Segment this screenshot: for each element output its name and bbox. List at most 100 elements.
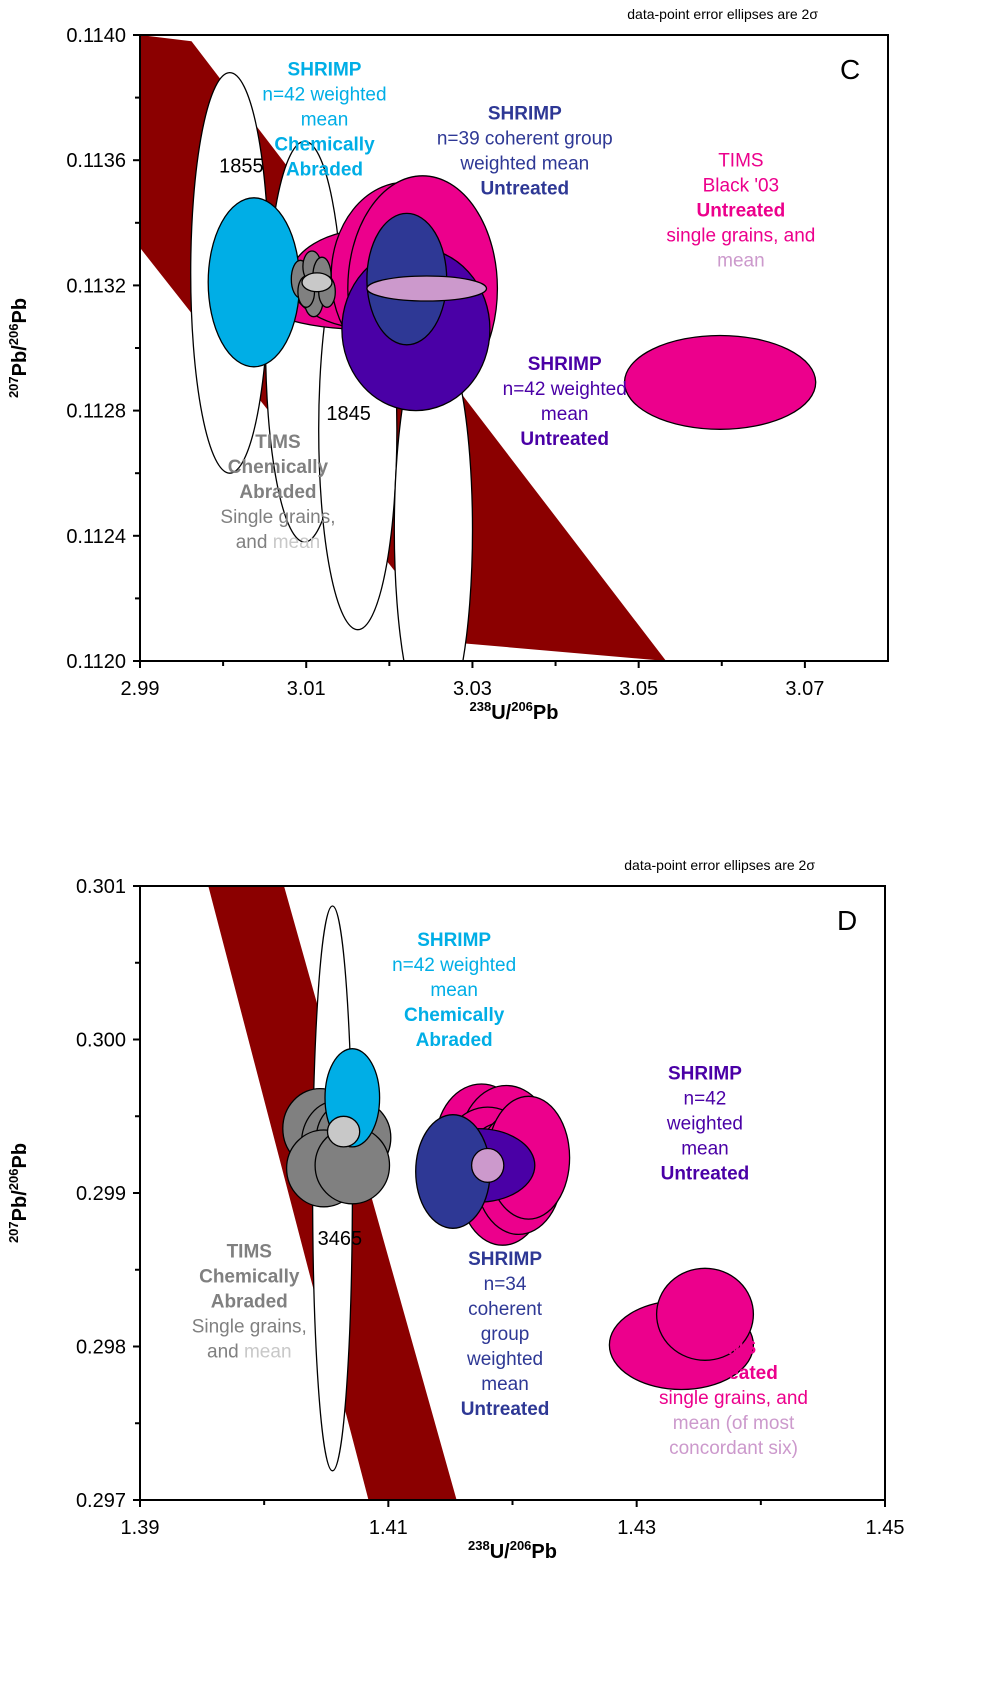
annotation-text: SHRIMP	[417, 930, 491, 951]
annotation-line: TIMS	[255, 432, 300, 453]
annotation-shrimp-ca: SHRIMP n=42 weighted mean Chemically Abraded	[392, 930, 516, 1051]
y-tick-label: 0.1128	[66, 401, 126, 423]
annotation-line: n=42	[684, 1088, 727, 1109]
x-tick-label: 1.39	[121, 1517, 160, 1539]
annotation-line: Untreated	[461, 1399, 550, 1420]
annotation-line: group	[481, 1324, 530, 1345]
x-tick-label: 3.01	[287, 678, 326, 700]
x-tick-label: 1.41	[369, 1517, 408, 1539]
annotation-line: Abraded	[211, 1291, 288, 1312]
annotation-text: TIMS	[711, 1338, 756, 1359]
annotation-tims-untreated: TIMS Untreated single grains, and mean (of …	[659, 1338, 808, 1459]
annotation-text: weighted mean	[459, 154, 589, 175]
tims-chemically-abraded-mean-ellipse	[326, 1115, 361, 1148]
annotation-text: Chemically	[228, 457, 329, 478]
annotation-text: mean	[717, 250, 765, 271]
annotation-text: single grains, and	[659, 1388, 808, 1409]
annotation-line: single grains, and	[666, 225, 815, 246]
annotation-text: SHRIMP	[668, 1063, 742, 1084]
annotation-line: weighted mean	[459, 154, 589, 175]
axis-title-superscript: 238	[470, 699, 492, 714]
annotation-shrimp-n42-u: SHRIMP n=42 weighted mean Untreated	[503, 354, 627, 450]
annotation-text: mean	[301, 110, 349, 131]
annotation-line: Single grains,	[192, 1316, 307, 1337]
annotation-line: Abraded	[286, 160, 363, 181]
annotation-text: and	[236, 532, 273, 553]
axis-title-superscript: 206	[511, 699, 533, 714]
annotation-line: Untreated	[520, 429, 609, 450]
axis-title-text: U/	[491, 702, 511, 724]
annotation-text: n=42 weighted	[503, 379, 627, 400]
x-tick-label: 2.99	[121, 678, 160, 700]
annotation-text: Single grains,	[192, 1316, 307, 1337]
annotation-text: SHRIMP	[488, 104, 562, 125]
y-tick-label: 0.299	[76, 1183, 126, 1205]
annotation-line: n=42 weighted	[262, 85, 386, 106]
x-tick-label: 3.05	[619, 678, 658, 700]
axis-title-text: Pb/	[9, 345, 31, 377]
annotation-text: and	[207, 1341, 244, 1362]
annotation-text: Black '03	[703, 175, 780, 196]
axis-title-text: Pb	[9, 298, 31, 324]
annotation-text: Untreated	[689, 1363, 778, 1384]
x-tick-label: 1.45	[866, 1517, 905, 1539]
axis-title-superscript: 238	[468, 1538, 490, 1553]
annotation-text: mean	[481, 1374, 529, 1395]
error-ellipse-note: data-point error ellipses are 2σ	[624, 857, 815, 873]
annotation-text: TIMS	[718, 150, 763, 171]
tims-untreated-ellipse	[623, 334, 817, 430]
annotation-line: weighted	[466, 1349, 543, 1370]
x-tick-label: 1.43	[617, 1517, 656, 1539]
annotation-shrimp-n42-u: SHRIMP n=42 weighted mean Untreated	[661, 1063, 750, 1184]
annotation-text: weighted	[466, 1349, 543, 1370]
annotation-text: mean	[244, 1341, 292, 1362]
panel-letter: C	[840, 54, 860, 85]
annotation-line: concordant six)	[669, 1438, 798, 1459]
annotation-line: SHRIMP	[288, 60, 362, 81]
annotation-text: mean	[273, 532, 321, 553]
annotation-text: Chemically	[274, 135, 375, 156]
annotation-text: n=34	[484, 1274, 527, 1295]
age-label: 1855	[219, 156, 264, 178]
annotation-text: n=42 weighted	[262, 85, 386, 106]
y-axis-title: 207Pb/206Pb	[6, 298, 31, 398]
y-tick-label: 0.298	[76, 1337, 126, 1359]
annotation-line: Abraded	[416, 1030, 493, 1051]
tims-untreated-ellipse	[655, 1267, 755, 1361]
annotation-line: n=42 weighted	[503, 379, 627, 400]
annotation-line: mean	[301, 110, 349, 131]
annotation-line: Untreated	[480, 179, 569, 200]
annotation-line: n=34	[484, 1274, 527, 1295]
annotation-line: Chemically	[404, 1005, 505, 1026]
annotation-text: Untreated	[461, 1399, 550, 1420]
annotation-shrimp-n39: SHRIMP n=39 coherent group weighted mean Un…	[437, 104, 613, 200]
panel-c: 1855 1845 0.1120 0.1124 0.1128 0.1132 0.1136 0.…	[6, 6, 889, 724]
annotation-text: TIMS	[255, 432, 300, 453]
y-tick-label: 0.301	[76, 876, 126, 898]
annotation-text: weighted	[666, 1113, 743, 1134]
tims-untreated-mean-ellipse	[366, 275, 488, 302]
plot-area: 1855 1845	[140, 35, 817, 661]
annotation-text: Abraded	[416, 1030, 493, 1051]
annotation-line: n=39 coherent group	[437, 129, 613, 150]
y-tick-label: 0.1124	[66, 526, 126, 548]
y-axis-title: 207Pb/206Pb	[6, 1143, 31, 1243]
error-ellipse-note: data-point error ellipses are 2σ	[627, 6, 818, 22]
annotation-text: single grains, and	[666, 225, 815, 246]
tims-untreated-mean-ellipse	[470, 1147, 505, 1183]
annotation-text: mean (of most	[673, 1413, 795, 1434]
annotation-text: n=42 weighted	[392, 955, 516, 976]
annotation-line: and mean	[236, 532, 321, 553]
axis-title-text: Pb	[531, 1541, 557, 1563]
annotation-text: Abraded	[286, 160, 363, 181]
annotation-text: Untreated	[480, 179, 569, 200]
annotation-text: Untreated	[661, 1163, 750, 1184]
plot-area: 3465	[208, 886, 755, 1500]
annotation-line: weighted	[666, 1113, 743, 1134]
age-label: 1845	[326, 403, 371, 425]
annotation-line: TIMS	[718, 150, 763, 171]
y-tick-label: 0.1132	[66, 275, 126, 297]
annotation-line: TIMS	[711, 1338, 756, 1359]
x-axis-title: 238U/206Pb	[468, 1538, 557, 1563]
